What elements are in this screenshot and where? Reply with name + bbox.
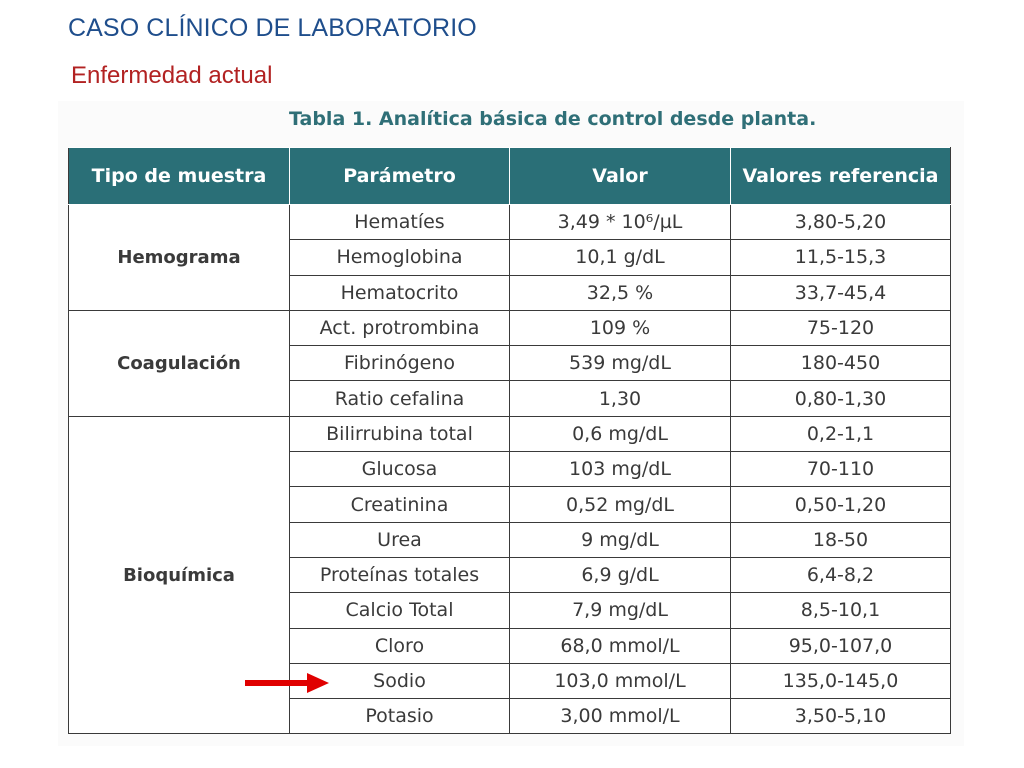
valor-cell: 32,5 %	[509, 274, 731, 311]
parametro-cell: Creatinina	[289, 486, 510, 523]
referencia-cell: 180-450	[730, 345, 951, 382]
table-header-row: Tipo de muestra Parámetro Valor Valores …	[68, 147, 951, 205]
referencia-cell: 18-50	[730, 521, 951, 558]
referencia-cell: 135,0-145,0	[730, 662, 951, 700]
lab-results-table: Tipo de muestra Parámetro Valor Valores …	[68, 147, 951, 735]
referencia-cell: 3,80-5,20	[730, 203, 951, 241]
table-row: Proteínas totales 6,9 g/dL 6,4-8,2	[69, 556, 951, 594]
parametro-cell: Calcio Total	[289, 592, 510, 629]
referencia-cell: 0,50-1,20	[730, 486, 951, 523]
slide-subtitle: Enfermedad actual	[71, 62, 273, 89]
parametro-cell: Urea	[289, 521, 510, 558]
referencia-cell: 0,80-1,30	[730, 380, 951, 417]
parametro-cell: Hemoglobina	[289, 239, 510, 276]
referencia-cell: 70-110	[730, 451, 951, 488]
valor-cell: 0,6 mg/dL	[509, 415, 731, 453]
table-body: Hemograma Hematíes 3,49 * 10⁶/µL 3,80-5,20 H…	[68, 203, 951, 735]
parametro-cell: Fibrinógeno	[289, 345, 510, 382]
table-row: Calcio Total 7,9 mg/dL 8,5-10,1	[69, 592, 951, 629]
table-row: Coagulación Act. protrombina 109 % 75-120	[68, 309, 951, 417]
valor-cell: 109 %	[509, 309, 731, 347]
right-arrow-icon	[245, 673, 329, 693]
slide-title: CASO CLÍNICO DE LABORATORIO	[68, 14, 477, 42]
valor-cell: 103 mg/dL	[509, 451, 731, 488]
valor-cell: 3,49 * 10⁶/µL	[509, 203, 731, 241]
valor-cell: 9 mg/dL	[509, 521, 731, 558]
parametro-cell: Act. protrombina	[289, 309, 510, 347]
parametro-cell: Potasio	[289, 698, 510, 735]
valor-cell: 539 mg/dL	[509, 345, 731, 382]
parametro-cell: Bilirrubina total	[289, 415, 510, 453]
referencia-cell: 0,2-1,1	[730, 415, 951, 453]
parametro-cell: Hematocrito	[289, 274, 510, 311]
table-row: Urea 9 mg/dL 18-50	[69, 521, 951, 558]
table-caption: Tabla 1. Analítica básica de control des…	[289, 108, 817, 130]
header-valor: Valor	[509, 147, 731, 205]
referencia-cell: 6,4-8,2	[730, 556, 951, 594]
group-cell: Hemograma	[68, 204, 290, 311]
valor-cell: 3,00 mmol/L	[509, 698, 731, 735]
table-row: Potasio 3,00 mmol/L 3,50-5,10	[69, 698, 951, 735]
referencia-cell: 75-120	[730, 309, 951, 347]
table-row: Cloro 68,0 mmol/L 95,0-107,0	[69, 627, 951, 664]
referencia-cell: 33,7-45,4	[730, 274, 951, 311]
table-row: Fibrinógeno 539 mg/dL 180-450	[69, 345, 951, 382]
table-panel: Tabla 1. Analítica básica de control des…	[58, 101, 964, 746]
parametro-cell: Ratio cefalina	[289, 380, 510, 417]
header-tipo-muestra: Tipo de muestra	[68, 147, 290, 205]
header-parametro: Parámetro	[289, 147, 510, 205]
valor-cell: 1,30	[509, 380, 731, 417]
header-valores-referencia: Valores referencia	[730, 147, 951, 205]
table-row: Ratio cefalina 1,30 0,80-1,30	[69, 380, 951, 417]
table-row: Bioquímica Bilirrubina total 0,6 mg/dL 0,2-…	[68, 415, 951, 735]
table-row: Hemograma Hematíes 3,49 * 10⁶/µL 3,80-5,20	[68, 203, 951, 311]
referencia-cell: 8,5-10,1	[730, 592, 951, 629]
referencia-cell: 95,0-107,0	[730, 627, 951, 664]
table-row: Glucosa 103 mg/dL 70-110	[69, 451, 951, 488]
table-row: Hemoglobina 10,1 g/dL 11,5-15,3	[69, 239, 951, 276]
referencia-cell: 11,5-15,3	[730, 239, 951, 276]
parametro-cell: Proteínas totales	[289, 556, 510, 594]
valor-cell: 7,9 mg/dL	[509, 592, 731, 629]
parametro-cell: Hematíes	[289, 203, 510, 241]
valor-cell: 103,0 mmol/L	[509, 662, 731, 700]
valor-cell: 0,52 mg/dL	[509, 486, 731, 523]
parametro-cell: Sodio	[289, 662, 510, 700]
table-row: Hematocrito 32,5 % 33,7-45,4	[69, 274, 951, 311]
parametro-cell: Glucosa	[289, 451, 510, 488]
parametro-cell: Cloro	[289, 627, 510, 664]
valor-cell: 6,9 g/dL	[509, 556, 731, 594]
referencia-cell: 3,50-5,10	[730, 698, 951, 735]
valor-cell: 68,0 mmol/L	[509, 627, 731, 664]
table-row: Sodio 103,0 mmol/L 135,0-145,0	[69, 662, 951, 700]
valor-cell: 10,1 g/dL	[509, 239, 731, 276]
group-cell: Coagulación	[68, 309, 290, 417]
table-row: Creatinina 0,52 mg/dL 0,50-1,20	[69, 486, 951, 523]
